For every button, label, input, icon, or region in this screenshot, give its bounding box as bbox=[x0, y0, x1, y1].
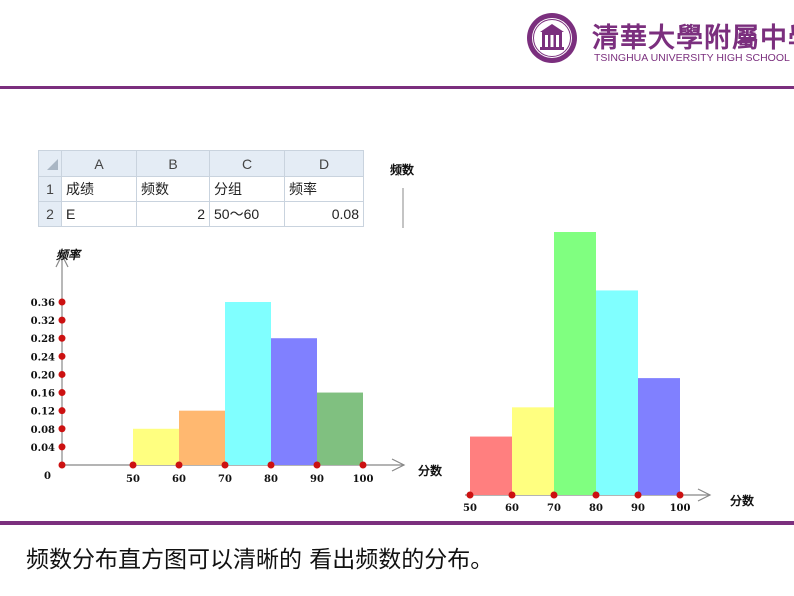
x-tick-label: 70 bbox=[547, 503, 561, 514]
histogram-bar bbox=[470, 436, 512, 495]
row-number: 2 bbox=[38, 201, 62, 227]
cell: 频率 bbox=[284, 176, 364, 202]
spreadsheet-snippet: A B C D 1 成绩 频数 分组 频率 2 E 2 50～60 0.08 bbox=[38, 150, 364, 227]
school-name-chinese: 清華大學附屬中學 bbox=[592, 23, 794, 54]
histogram-bar bbox=[596, 290, 638, 495]
y-tick-marker bbox=[58, 370, 66, 378]
y-tick-marker bbox=[58, 352, 66, 360]
spreadsheet-corner bbox=[38, 150, 62, 177]
x-tick-label: 60 bbox=[505, 503, 519, 514]
y-tick-marker bbox=[58, 389, 66, 397]
y-axis-label: 频率 bbox=[56, 248, 82, 262]
footer-divider bbox=[0, 521, 794, 525]
x-tick-label: 70 bbox=[218, 474, 232, 485]
y-tick-marker bbox=[58, 334, 66, 342]
x-tick-marker bbox=[550, 491, 558, 499]
header-divider bbox=[0, 86, 794, 89]
x-tick-marker bbox=[359, 461, 367, 469]
y-axis-arrow-icon bbox=[55, 253, 69, 268]
cell: 50～60 bbox=[209, 201, 285, 227]
histogram-bar bbox=[225, 302, 271, 465]
y-axis-arrow-icon bbox=[397, 162, 409, 177]
y-tick-marker bbox=[58, 461, 66, 469]
x-tick-label: 50 bbox=[463, 503, 477, 514]
x-tick-marker bbox=[175, 461, 183, 469]
histogram-bar bbox=[317, 392, 363, 465]
y-tick-marker bbox=[58, 407, 66, 415]
select-all-icon bbox=[47, 159, 58, 170]
spreadsheet-column-header-row: A B C D bbox=[38, 150, 364, 177]
x-tick-label: 100 bbox=[670, 503, 691, 514]
spreadsheet-row: 2 E 2 50～60 0.08 bbox=[38, 201, 364, 227]
histogram-bar bbox=[554, 232, 596, 495]
y-tick-marker bbox=[58, 316, 66, 324]
histogram-bar bbox=[512, 407, 554, 495]
column-header-c: C bbox=[209, 150, 285, 177]
cell: 2 bbox=[136, 201, 210, 227]
school-seal-icon bbox=[527, 13, 577, 63]
histogram-bar bbox=[133, 428, 179, 465]
y-tick-label: 0 bbox=[44, 471, 51, 482]
y-tick-label: 0.24 bbox=[31, 352, 55, 363]
y-tick-marker bbox=[58, 298, 66, 306]
y-tick-marker bbox=[58, 443, 66, 451]
y-tick-marker bbox=[58, 425, 66, 433]
x-tick-marker bbox=[466, 491, 474, 499]
x-tick-label: 90 bbox=[631, 503, 645, 514]
x-tick-label: 80 bbox=[589, 503, 603, 514]
y-tick-label: 0.20 bbox=[31, 370, 55, 381]
x-tick-marker bbox=[129, 461, 137, 469]
histogram-bar bbox=[638, 378, 680, 495]
y-tick-label: 0.16 bbox=[31, 389, 55, 400]
slide-caption: 频数分布直方图可以清晰的 看出频数的分布。 bbox=[26, 547, 494, 573]
y-tick-label: 0.08 bbox=[31, 425, 55, 436]
x-tick-marker bbox=[676, 491, 684, 499]
x-tick-marker bbox=[508, 491, 516, 499]
column-header-b: B bbox=[136, 150, 210, 177]
x-axis-arrow-icon bbox=[391, 458, 406, 472]
x-tick-label: 80 bbox=[264, 474, 278, 485]
school-name-english: TSINGHUA UNIVERSITY HIGH SCHOOL bbox=[594, 52, 790, 64]
x-tick-marker bbox=[221, 461, 229, 469]
cell: 0.08 bbox=[284, 201, 364, 227]
cell: 成绩 bbox=[61, 176, 137, 202]
x-tick-marker bbox=[313, 461, 321, 469]
y-tick-label: 0.28 bbox=[31, 334, 55, 345]
x-tick-label: 60 bbox=[172, 474, 186, 485]
x-tick-marker bbox=[267, 461, 275, 469]
column-header-a: A bbox=[61, 150, 137, 177]
x-axis-label: 分数 bbox=[418, 463, 443, 478]
y-tick-label: 0.32 bbox=[31, 316, 55, 327]
x-tick-marker bbox=[592, 491, 600, 499]
histogram-bar bbox=[179, 410, 225, 465]
x-tick-label: 100 bbox=[353, 474, 374, 485]
histogram-bar bbox=[271, 338, 317, 465]
cell: E bbox=[61, 201, 137, 227]
spreadsheet-row: 1 成绩 频数 分组 频率 bbox=[38, 176, 364, 202]
x-axis-label: 分数 bbox=[730, 493, 755, 508]
cell: 频数 bbox=[136, 176, 210, 202]
y-tick-label: 0.36 bbox=[31, 298, 55, 309]
y-axis-label: 频数 bbox=[390, 162, 415, 177]
x-axis-arrow-icon bbox=[697, 488, 712, 502]
x-tick-marker bbox=[634, 491, 642, 499]
x-tick-label: 50 bbox=[126, 474, 140, 485]
column-header-d: D bbox=[284, 150, 364, 177]
y-tick-label: 0.12 bbox=[31, 407, 55, 418]
y-tick-label: 0.04 bbox=[31, 443, 55, 454]
row-number: 1 bbox=[38, 176, 62, 202]
x-tick-label: 90 bbox=[310, 474, 324, 485]
cell: 分组 bbox=[209, 176, 285, 202]
